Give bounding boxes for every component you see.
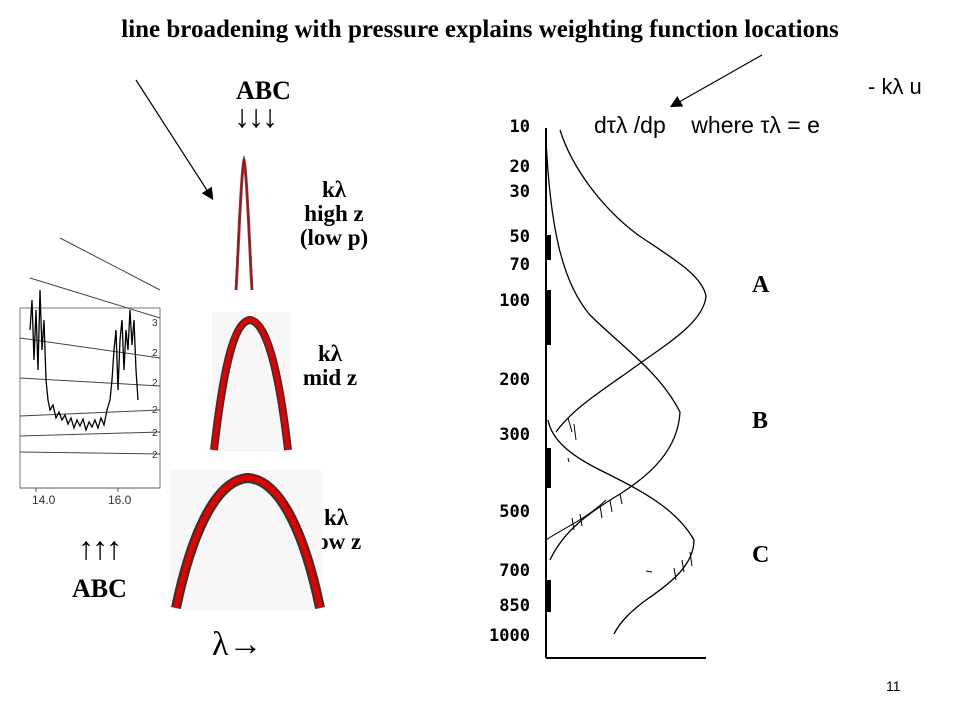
pressure-tick: 10 bbox=[509, 117, 530, 137]
spectrum-right-tick: 2 bbox=[152, 378, 158, 389]
spectrum-tick: 14.0 bbox=[32, 493, 56, 507]
pressure-tick: 1000 bbox=[489, 626, 530, 646]
k-symbol-high: kλ bbox=[321, 177, 347, 202]
pressure-tick: 20 bbox=[509, 157, 530, 177]
pointer-arrow-right bbox=[669, 54, 763, 108]
weighting-label-c: C bbox=[752, 542, 770, 568]
k-label-high: kλ high z (low p) bbox=[274, 178, 394, 250]
spectrum-tick: 16.0 bbox=[108, 493, 132, 507]
pointer-arrow-left bbox=[135, 79, 214, 201]
pressure-tick: 30 bbox=[509, 182, 530, 202]
lambda-axis-label: λ→ bbox=[212, 626, 263, 663]
pressure-tick: 300 bbox=[499, 425, 530, 445]
spectrum-right-tick: 2 bbox=[152, 450, 158, 461]
pressure-tick: 50 bbox=[509, 227, 530, 247]
spectrum-right-tick: 2 bbox=[152, 348, 158, 359]
weighting-function-plot bbox=[545, 128, 707, 659]
weighting-curve-a bbox=[555, 129, 707, 433]
pressure-tick: 200 bbox=[499, 370, 530, 390]
abc-top-label: ABC bbox=[236, 76, 291, 105]
abc-top-arrows: ↓↓↓ bbox=[234, 98, 278, 134]
spectrum-plot bbox=[19, 237, 161, 492]
formula-exponent: - kλ u bbox=[868, 74, 922, 99]
weighting-label-b: B bbox=[752, 408, 769, 434]
absorption-line-low bbox=[170, 470, 325, 610]
pressure-tick: 100 bbox=[499, 291, 530, 311]
weighting-label-a: A bbox=[752, 272, 770, 298]
page-number: 11 bbox=[886, 678, 901, 694]
k-desc-high: high z bbox=[304, 201, 364, 226]
pressure-tick: 850 bbox=[499, 596, 530, 616]
k-label-mid: kλ mid z bbox=[280, 342, 380, 390]
spectrum-right-tick: 3 bbox=[152, 318, 158, 329]
k-desc-mid: mid z bbox=[302, 365, 358, 390]
weighting-curve-c bbox=[547, 419, 695, 635]
absorption-line-mid bbox=[210, 312, 292, 452]
slide-title: line broadening with pressure explains w… bbox=[121, 16, 839, 43]
absorption-line-high bbox=[234, 154, 254, 291]
formula-main: dτλ /dp where τλ = e bbox=[594, 112, 820, 138]
k-symbol-low: kλ bbox=[323, 505, 349, 530]
pressure-tick: 70 bbox=[509, 255, 530, 275]
pressure-tick: 500 bbox=[499, 502, 530, 522]
abc-bottom-label: ABC bbox=[72, 574, 127, 603]
weighting-curve-b bbox=[545, 139, 681, 561]
k-symbol-mid: kλ bbox=[317, 341, 343, 366]
abc-bottom-arrows: ↑↑↑ bbox=[78, 530, 122, 566]
spectrum-right-tick: 2 bbox=[152, 428, 158, 439]
k-desc-high-2: (low p) bbox=[299, 225, 369, 250]
pressure-tick: 700 bbox=[499, 561, 530, 581]
